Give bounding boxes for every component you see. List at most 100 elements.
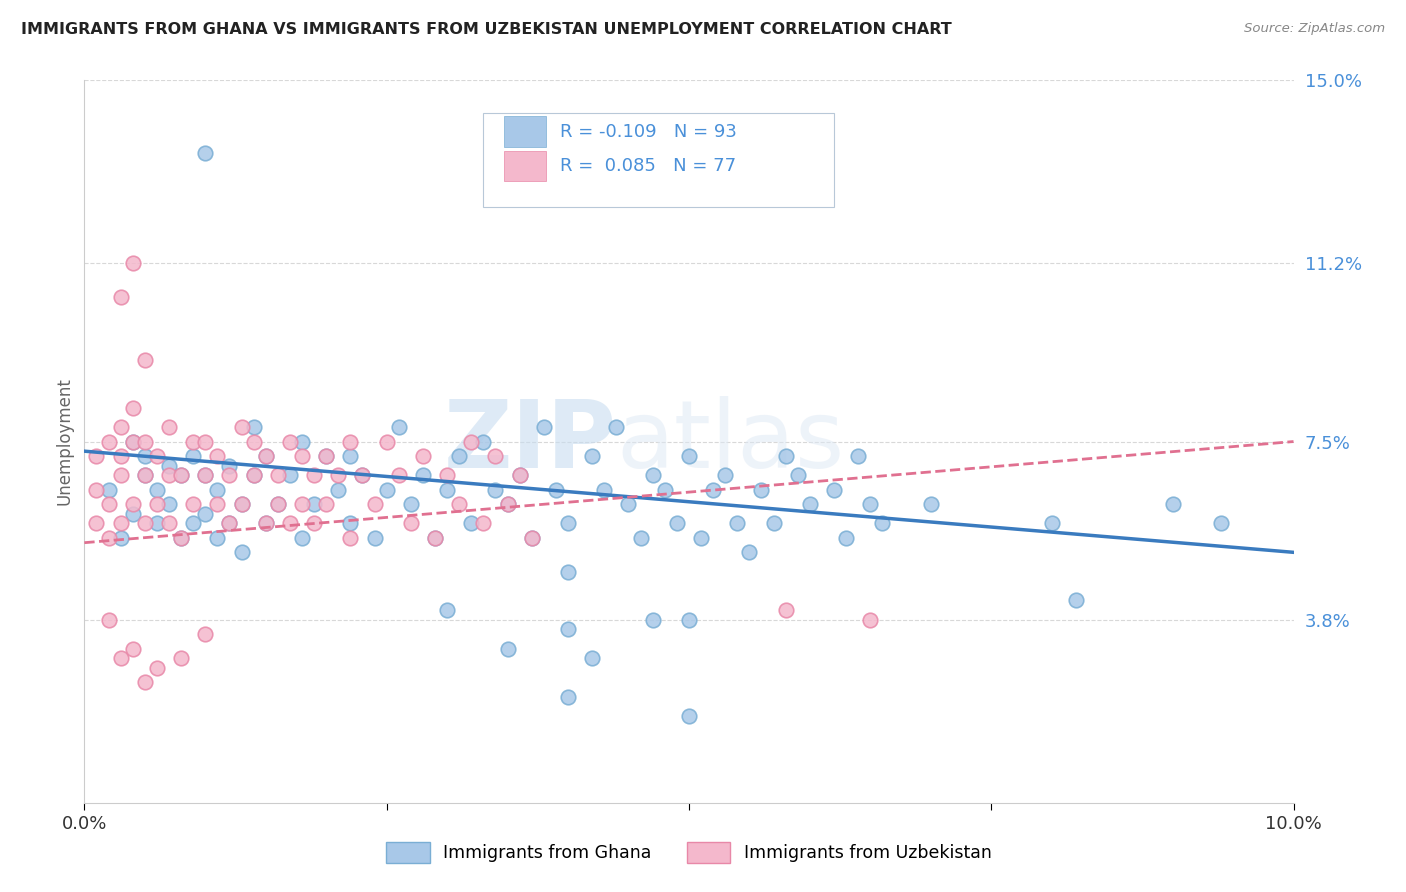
Point — [363, 531, 385, 545]
Text: atlas: atlas — [616, 395, 845, 488]
Point — [242, 420, 264, 434]
Point — [352, 468, 374, 483]
Point — [484, 449, 506, 463]
Point — [134, 352, 156, 367]
Point — [460, 434, 482, 449]
Point — [291, 497, 314, 511]
Point — [134, 516, 156, 531]
Point — [472, 434, 495, 449]
Point — [339, 516, 361, 531]
Point — [146, 516, 169, 531]
Point — [593, 483, 616, 497]
Point — [472, 516, 495, 531]
Point — [388, 420, 411, 434]
Point — [207, 497, 229, 511]
Text: R =  0.085   N = 77: R = 0.085 N = 77 — [560, 157, 735, 175]
Point — [278, 516, 301, 531]
Point — [388, 468, 411, 483]
Point — [835, 531, 858, 545]
Point — [194, 627, 217, 641]
Point — [134, 449, 156, 463]
Point — [207, 531, 229, 545]
Point — [412, 449, 434, 463]
Point — [134, 468, 156, 483]
Point — [134, 434, 156, 449]
Point — [278, 468, 301, 483]
Point — [254, 516, 277, 531]
Point — [157, 468, 180, 483]
Point — [544, 483, 567, 497]
Point — [738, 545, 761, 559]
Point — [859, 497, 882, 511]
Point — [146, 449, 169, 463]
Point — [641, 468, 664, 483]
Point — [170, 651, 193, 665]
Point — [170, 531, 193, 545]
Point — [121, 497, 143, 511]
Text: R = -0.109   N = 93: R = -0.109 N = 93 — [560, 122, 737, 141]
Point — [181, 434, 204, 449]
Point — [86, 449, 108, 463]
Point — [218, 516, 240, 531]
Point — [557, 690, 579, 704]
Point — [533, 420, 555, 434]
Point — [690, 531, 713, 545]
Point — [134, 675, 156, 690]
Point — [678, 613, 700, 627]
Point — [231, 497, 253, 511]
Point — [194, 468, 217, 483]
Point — [460, 516, 482, 531]
Point — [363, 497, 385, 511]
Point — [581, 651, 603, 665]
Point — [375, 483, 398, 497]
Text: ZIP: ZIP — [443, 395, 616, 488]
Point — [762, 516, 785, 531]
Point — [1040, 516, 1063, 531]
Point — [799, 497, 821, 511]
Point — [315, 449, 337, 463]
Legend: Immigrants from Ghana, Immigrants from Uzbekistan: Immigrants from Ghana, Immigrants from U… — [387, 841, 991, 863]
Point — [121, 641, 143, 656]
Point — [86, 483, 108, 497]
Point — [157, 497, 180, 511]
Point — [1161, 497, 1184, 511]
Point — [194, 434, 217, 449]
Point — [775, 603, 797, 617]
Point — [328, 483, 350, 497]
Point — [678, 709, 700, 723]
Point — [630, 531, 652, 545]
Point — [97, 531, 120, 545]
Point — [291, 531, 314, 545]
Point — [146, 483, 169, 497]
Point — [617, 131, 640, 145]
Point — [110, 449, 132, 463]
Point — [291, 434, 314, 449]
FancyBboxPatch shape — [503, 151, 547, 181]
Point — [218, 468, 240, 483]
Point — [157, 458, 180, 473]
Point — [231, 545, 253, 559]
Point — [557, 516, 579, 531]
Point — [315, 497, 337, 511]
Point — [423, 531, 446, 545]
Point — [207, 483, 229, 497]
Point — [786, 468, 808, 483]
Point — [581, 449, 603, 463]
Point — [1209, 516, 1232, 531]
Point — [134, 468, 156, 483]
Point — [436, 468, 458, 483]
Point — [665, 516, 688, 531]
Point — [181, 449, 204, 463]
Point — [399, 516, 422, 531]
Point — [170, 468, 193, 483]
Point — [97, 483, 120, 497]
Point — [315, 449, 337, 463]
Point — [110, 531, 132, 545]
Point — [86, 516, 108, 531]
Point — [496, 641, 519, 656]
Point — [339, 531, 361, 545]
Point — [302, 497, 325, 511]
Point — [617, 497, 640, 511]
Point — [231, 420, 253, 434]
Point — [605, 420, 627, 434]
